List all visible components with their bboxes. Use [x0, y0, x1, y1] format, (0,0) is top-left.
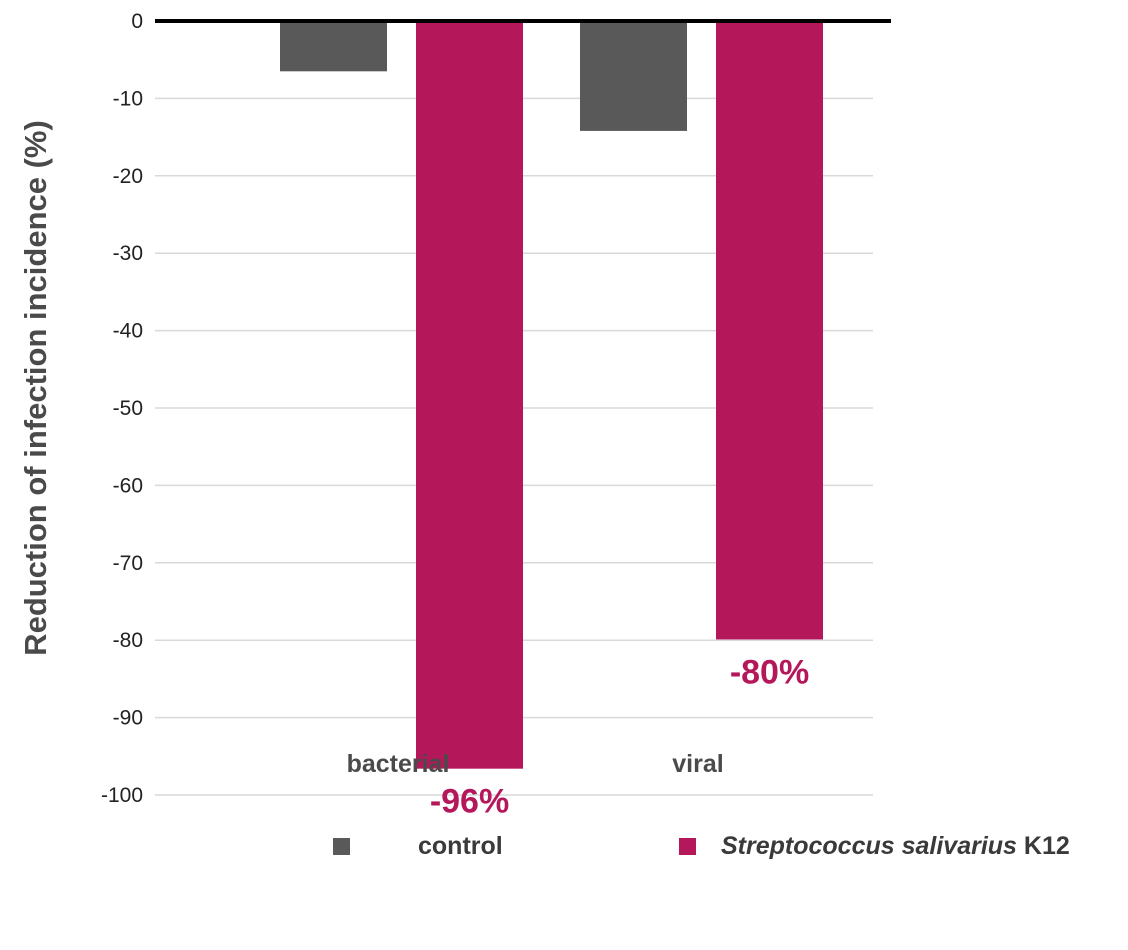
- legend-label-k12: Streptococcus salivarius K12: [721, 832, 1070, 861]
- legend-label-k12-strain: K12: [1016, 831, 1070, 860]
- y-tick-label: -70: [113, 552, 143, 575]
- bar-bacterial-control: [280, 21, 387, 72]
- y-tick-label: -10: [113, 87, 143, 110]
- legend-swatch-k12: [679, 837, 696, 855]
- legend-item-control: control: [333, 826, 503, 866]
- y-tick-label: 0: [131, 10, 143, 33]
- y-tick-label: -100: [101, 784, 143, 807]
- bar-viral-control: [580, 21, 687, 131]
- legend-label-control: control: [418, 831, 503, 860]
- data-labels: -96% -80%: [430, 653, 809, 820]
- y-axis-label: Reduction of infection incidence (%): [18, 120, 53, 656]
- legend-item-k12: Streptococcus salivarius K12: [679, 826, 1070, 866]
- x-category-labels: bacterial viral: [347, 750, 724, 778]
- y-tick-labels: 0 -10 -20 -30 -40 -50 -60 -70 -80 -90 -100: [101, 10, 143, 807]
- y-tick-label: -90: [113, 707, 143, 730]
- x-category-label-viral: viral: [672, 750, 723, 778]
- x-category-label-bacterial: bacterial: [347, 750, 450, 778]
- legend-label-k12-species: Streptococcus salivarius: [721, 831, 1017, 860]
- data-label-bacterial: -96%: [430, 783, 509, 821]
- bars: [280, 21, 823, 769]
- y-tick-label: -60: [113, 474, 143, 497]
- bar-viral-k12: [716, 21, 823, 640]
- y-tick-label: -80: [113, 629, 143, 652]
- y-tick-label: -30: [113, 242, 143, 265]
- bar-bacterial-k12: [416, 21, 523, 769]
- legend-swatch-control: [333, 837, 350, 855]
- data-label-viral: -80%: [730, 653, 809, 691]
- y-tick-label: -20: [113, 165, 143, 188]
- y-tick-label: -50: [113, 397, 143, 420]
- y-tick-label: -40: [113, 320, 143, 343]
